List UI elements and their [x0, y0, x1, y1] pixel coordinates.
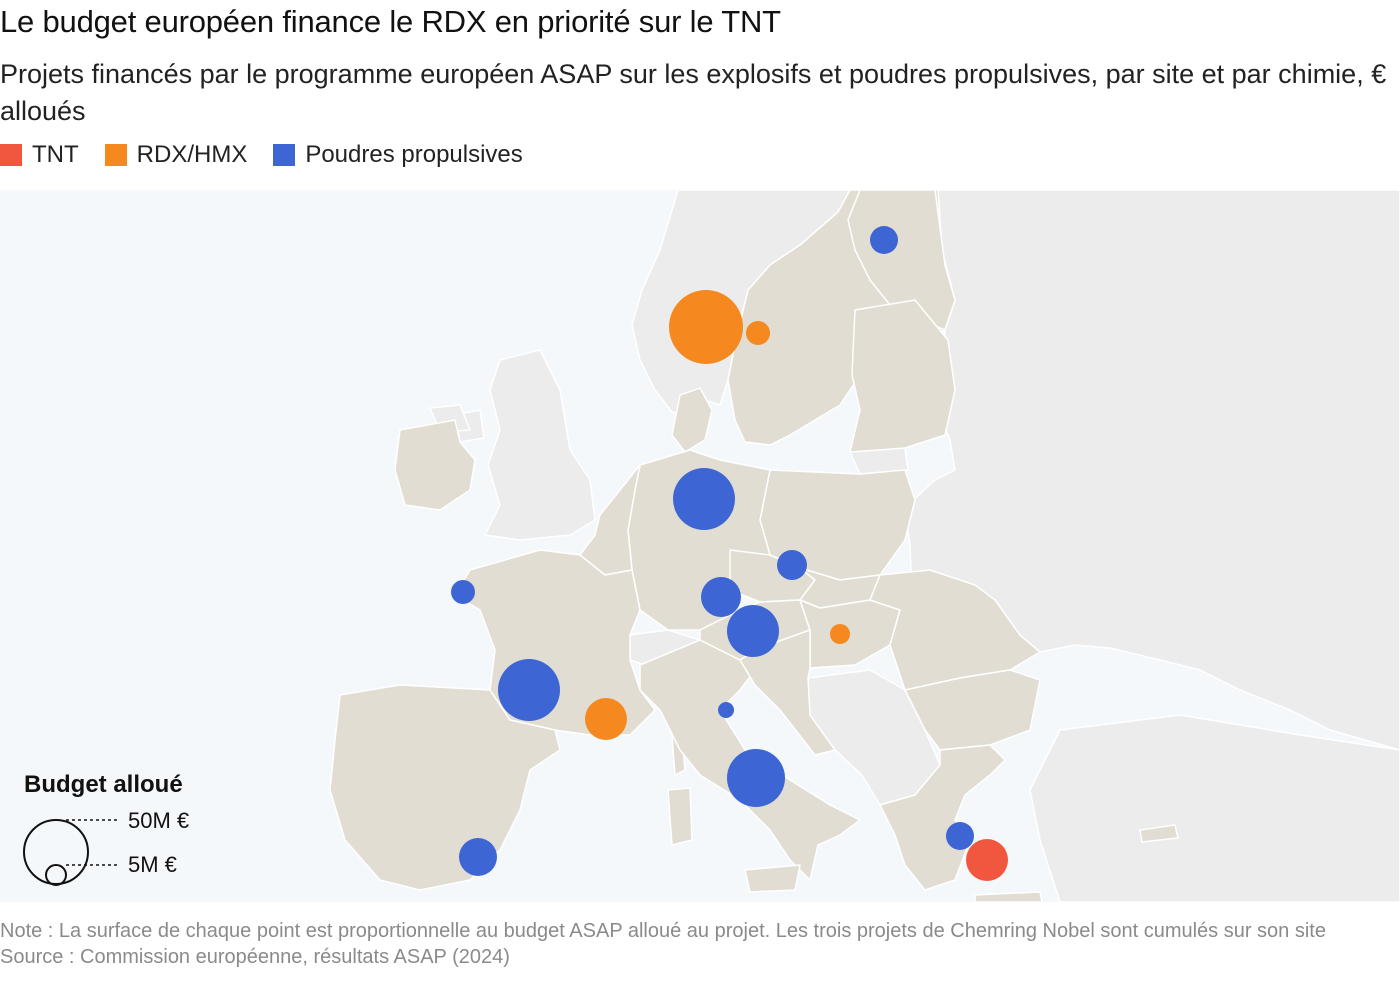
chart-title: Le budget européen finance le RDX en pri… — [0, 4, 781, 39]
land-greece — [879, 744, 1006, 891]
size-legend-title: Budget alloué — [24, 771, 183, 798]
legend-item-tnt: TNT — [0, 141, 79, 169]
land-ireland — [394, 419, 476, 511]
size-legend-small-label: 5M € — [128, 852, 177, 877]
project-point-10 — [498, 659, 560, 721]
project-point-16 — [966, 839, 1008, 881]
legend-item-rdx: RDX/HMX — [104, 141, 248, 169]
size-legend-large-label: 50M € — [128, 808, 190, 833]
project-point-5 — [777, 550, 807, 580]
project-point-6 — [701, 577, 741, 617]
project-point-8 — [830, 624, 850, 644]
project-point-13 — [727, 749, 785, 807]
land-turkey — [1029, 714, 1400, 902]
project-point-2 — [669, 290, 743, 364]
project-point-9 — [451, 580, 475, 604]
legend-item-poudres: Poudres propulsives — [273, 141, 523, 169]
legend-swatch-tnt — [0, 144, 22, 166]
project-point-14 — [459, 838, 497, 876]
land-baltics — [849, 299, 956, 453]
map-svg — [329, 190, 1400, 902]
color-legend: TNT RDX/HMX Poudres propulsives — [0, 141, 549, 169]
land-crete — [974, 891, 1043, 902]
land-slovenia-croatia — [739, 629, 836, 756]
land-uk — [484, 349, 596, 541]
footer: Note : La surface de chaque point est pr… — [0, 918, 1395, 970]
eu-land — [329, 190, 1179, 902]
footer-source: Source : Commission européenne, résultat… — [0, 946, 510, 968]
project-points — [451, 226, 1008, 881]
europe-map — [0, 190, 1400, 902]
land-iberia — [329, 684, 561, 891]
project-point-3 — [746, 321, 770, 345]
land-denmark — [671, 387, 713, 453]
land-sardinia — [667, 787, 693, 846]
land-sicily — [744, 864, 801, 893]
project-point-15 — [946, 822, 974, 850]
footer-note: Note : La surface de chaque point est pr… — [0, 920, 1326, 942]
land-cyprus — [1139, 824, 1179, 843]
project-point-11 — [585, 698, 627, 740]
project-point-4 — [673, 468, 735, 530]
legend-label-rdx: RDX/HMX — [136, 141, 248, 168]
legend-label-tnt: TNT — [32, 141, 79, 168]
project-point-1 — [870, 226, 898, 254]
project-point-12 — [718, 702, 734, 718]
legend-label-poudres: Poudres propulsives — [305, 141, 523, 168]
project-point-7 — [727, 605, 779, 657]
chart-subtitle: Projets financés par le programme europé… — [0, 59, 1387, 126]
legend-swatch-poudres — [273, 144, 296, 166]
land-bulgaria — [904, 669, 1041, 751]
legend-swatch-rdx — [104, 144, 127, 166]
non-eu-land — [429, 190, 1400, 902]
